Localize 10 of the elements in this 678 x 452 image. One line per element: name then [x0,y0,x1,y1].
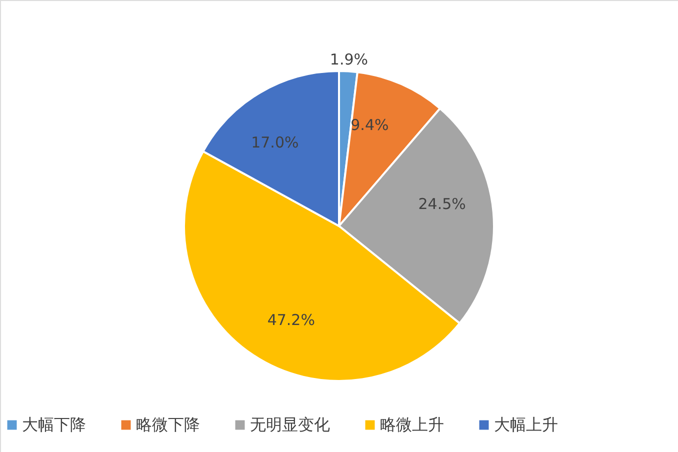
data-label: 9.4% [350,116,389,134]
legend-label: 无明显变化 [250,415,330,434]
legend-label: 略微上升 [380,415,444,434]
data-label: 24.5% [418,194,466,213]
data-label: 17.0% [251,133,299,152]
data-label: 1.9% [330,50,368,68]
legend-label: 略微下降 [136,415,200,434]
legend-label: 大幅下降 [22,415,86,434]
legend-label: 大幅上升 [494,415,558,434]
data-label: 47.2% [267,310,315,329]
